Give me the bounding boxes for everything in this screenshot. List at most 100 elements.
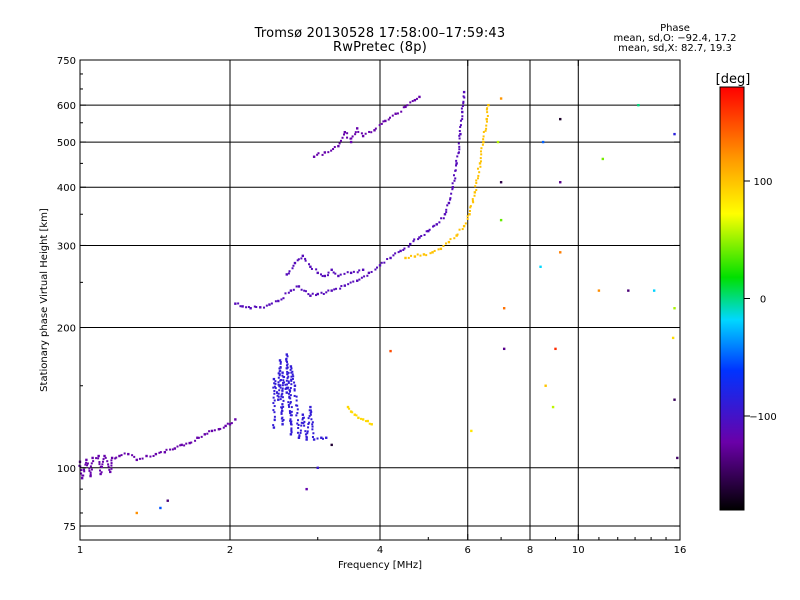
data-point <box>296 259 299 262</box>
data-point <box>274 380 277 383</box>
data-point <box>350 137 353 140</box>
data-point <box>485 124 488 127</box>
data-point <box>351 135 354 138</box>
data-point <box>316 437 319 440</box>
data-point <box>541 140 545 144</box>
data-point <box>551 405 555 409</box>
data-point <box>80 476 84 480</box>
data-point <box>409 101 412 104</box>
data-point <box>308 409 311 412</box>
data-point <box>154 452 158 456</box>
data-point <box>292 375 295 378</box>
data-point <box>673 307 676 310</box>
data-point <box>309 265 312 268</box>
data-point <box>343 284 347 287</box>
y-tick-label: 600 <box>57 101 76 112</box>
data-point <box>253 305 256 308</box>
data-point <box>281 389 284 392</box>
data-point <box>412 240 415 243</box>
data-point <box>406 104 409 107</box>
data-point <box>462 95 465 98</box>
data-point <box>289 433 293 436</box>
data-point <box>317 152 320 155</box>
data-point <box>281 396 284 399</box>
data-point <box>309 405 312 409</box>
data-point <box>110 456 114 460</box>
data-point <box>433 249 436 252</box>
data-point <box>458 134 461 137</box>
data-point <box>462 102 465 105</box>
data-point <box>149 455 152 458</box>
data-point <box>282 379 285 382</box>
phase-mean-x: mean, sd,X: 82.7, 19.3 <box>618 43 732 54</box>
data-point <box>101 460 104 463</box>
data-point <box>413 238 416 241</box>
data-point <box>305 487 308 491</box>
data-point <box>303 289 306 292</box>
data-point <box>356 271 359 274</box>
data-point <box>355 127 359 130</box>
data-point <box>131 454 134 457</box>
data-point <box>321 275 324 278</box>
data-point <box>133 455 136 458</box>
data-point <box>210 429 214 433</box>
data-point <box>289 421 292 424</box>
data-point <box>364 132 367 135</box>
data-point <box>282 418 285 421</box>
data-point <box>285 273 288 276</box>
data-point <box>185 442 188 445</box>
data-point <box>597 289 601 292</box>
data-point <box>334 272 337 275</box>
data-point <box>338 142 341 145</box>
data-point <box>459 119 462 122</box>
data-point <box>458 145 461 148</box>
data-point <box>411 100 414 103</box>
data-point <box>418 236 421 239</box>
phase-title: Phase <box>660 23 690 34</box>
data-point <box>449 238 452 241</box>
data-point <box>476 167 479 170</box>
data-point <box>273 418 276 421</box>
data-point <box>330 268 333 271</box>
data-point <box>478 162 482 165</box>
data-point <box>287 386 290 389</box>
data-point <box>404 105 407 109</box>
data-point <box>272 396 275 399</box>
data-point <box>86 462 89 465</box>
data-point <box>158 451 161 454</box>
data-point <box>97 454 100 458</box>
data-point <box>280 298 283 301</box>
data-point <box>445 242 448 245</box>
data-point <box>80 472 83 475</box>
data-point <box>279 362 282 365</box>
data-point <box>469 205 472 208</box>
colorbar-tick-label: 0 <box>760 295 766 306</box>
data-point <box>320 273 323 276</box>
data-point <box>370 423 373 426</box>
data-point <box>458 130 461 133</box>
data-point <box>217 428 221 431</box>
data-point <box>392 254 395 257</box>
colorbar-tick-label: 100 <box>753 177 772 188</box>
y-tick-label: 750 <box>57 56 76 67</box>
data-point <box>391 114 394 117</box>
data-point <box>346 132 349 135</box>
data-point <box>451 186 455 189</box>
data-point <box>482 140 485 144</box>
data-point <box>457 142 460 145</box>
data-point <box>273 411 276 414</box>
data-point <box>309 412 312 415</box>
data-point <box>428 228 431 231</box>
data-point <box>281 392 284 395</box>
data-point <box>499 97 503 100</box>
data-point <box>462 100 465 103</box>
data-point <box>485 117 488 121</box>
data-point <box>462 224 466 228</box>
data-point <box>437 248 440 251</box>
data-point <box>303 420 306 423</box>
data-point <box>460 107 463 110</box>
data-point <box>410 254 413 257</box>
data-point <box>276 391 279 394</box>
data-point <box>281 409 284 412</box>
data-point <box>337 144 340 148</box>
